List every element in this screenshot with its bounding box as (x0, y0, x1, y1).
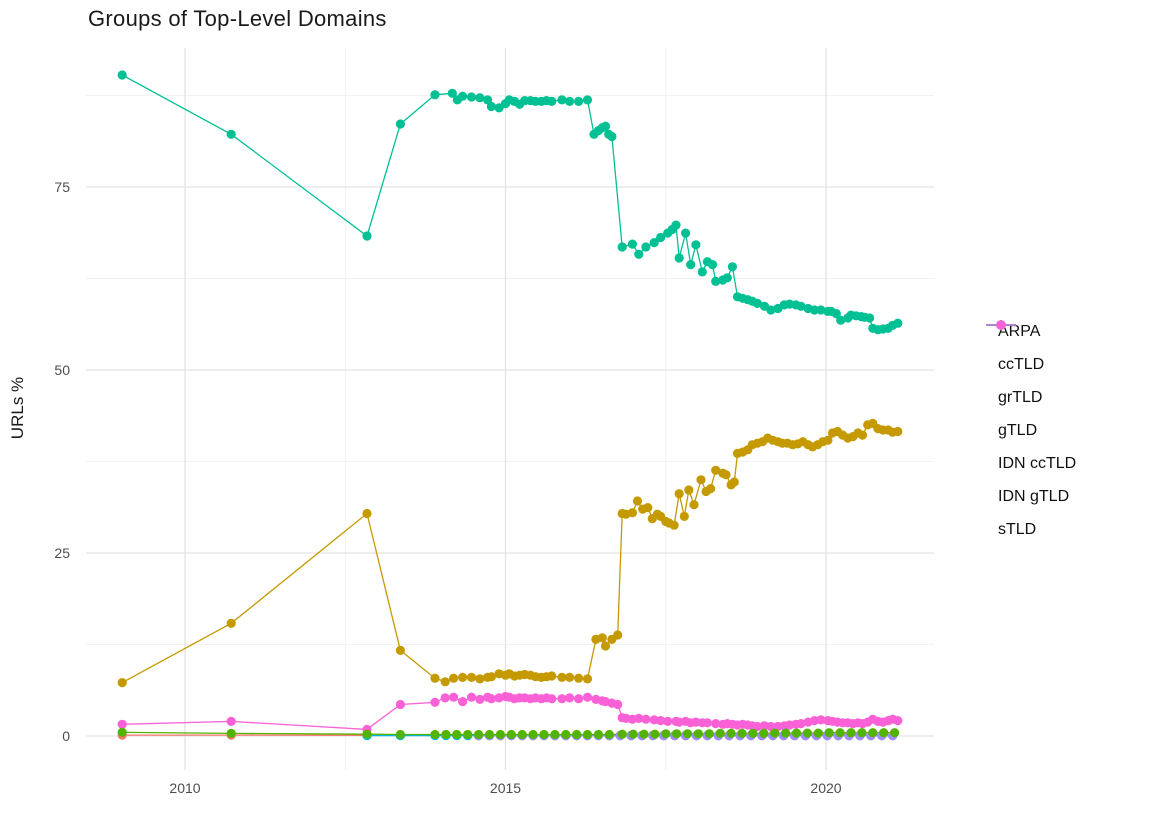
legend-label: IDN gTLD (998, 487, 1070, 505)
y-tick-label: 0 (62, 728, 70, 744)
series-grtld (117, 727, 900, 740)
chart-title: Groups of Top-Level Domains (88, 6, 387, 31)
legend-item: sTLD (985, 320, 1076, 546)
legend-item: gTLD (985, 320, 1076, 447)
y-tick-label: 75 (54, 179, 70, 195)
legend-label: grTLD (998, 388, 1043, 406)
y-tick-label: 25 (54, 545, 70, 561)
legend: ARPA ccTLD grTLD gTLD IDN ccTLD IDN gTLD sTLD (985, 315, 1076, 546)
legend-item: IDN ccTLD (985, 320, 1077, 480)
legend-label: sTLD (998, 520, 1037, 538)
legend-label: ARPA (998, 322, 1041, 340)
legend-label: gTLD (998, 421, 1038, 439)
y-axis-title: URLs % (8, 376, 27, 440)
legend-item: grTLD (985, 320, 1076, 414)
legend-label: ccTLD (998, 355, 1045, 373)
x-tick-label: 2015 (489, 780, 522, 796)
series-stld (117, 691, 903, 735)
x-tick-label: 2020 (810, 780, 842, 796)
legend-label: IDN ccTLD (998, 454, 1077, 472)
legend-item: IDN gTLD (985, 320, 1076, 513)
x-tick-label: 2010 (169, 780, 201, 796)
legend-key-icon (986, 320, 1016, 330)
series-cctld (117, 418, 903, 688)
legend-item: ccTLD (985, 320, 1076, 381)
series-gtld (117, 70, 903, 335)
y-tick-label: 50 (54, 362, 70, 378)
